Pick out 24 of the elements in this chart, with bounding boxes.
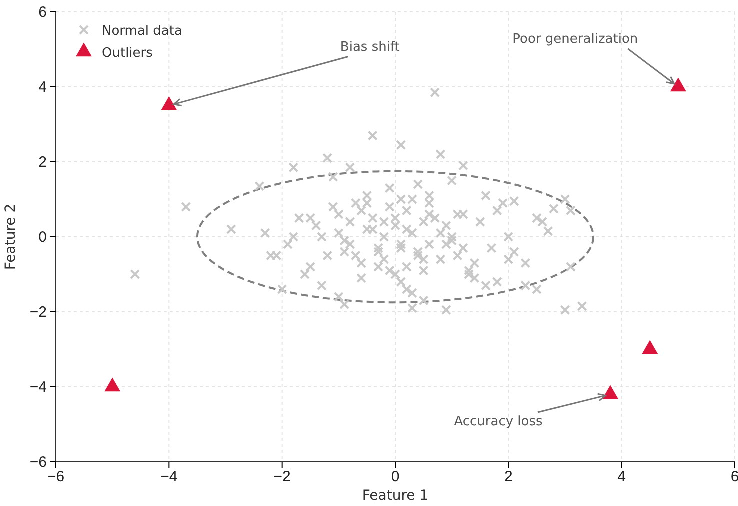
y-tick-label: 6 xyxy=(38,4,47,21)
legend-label: Normal data xyxy=(102,24,182,39)
annotation: Bias shift xyxy=(340,40,400,55)
x-tick-label: 0 xyxy=(391,468,400,486)
point xyxy=(602,385,618,400)
annotation: Poor generalization xyxy=(512,32,638,47)
point xyxy=(670,78,686,92)
y-tick-label: 2 xyxy=(38,154,47,171)
x-axis-title: Feature 1 xyxy=(362,488,429,504)
y-tick-label: −6 xyxy=(30,454,47,471)
y-tick-label: 4 xyxy=(38,78,47,96)
point xyxy=(104,378,121,392)
x-tick-label: −2 xyxy=(274,468,291,486)
y-tick-label: −2 xyxy=(30,304,47,321)
annotation: Accuracy loss xyxy=(454,414,544,430)
y-tick-label: −4 xyxy=(30,378,47,396)
y-tick-label: 0 xyxy=(38,228,47,246)
point xyxy=(642,340,658,354)
x-tick-label: 4 xyxy=(618,468,626,486)
point xyxy=(161,96,178,110)
legend-label: Outliers xyxy=(102,46,154,61)
x-tick-label: 2 xyxy=(504,468,513,486)
y-axis-title: Feature 2 xyxy=(3,204,19,270)
x-tick-label: −4 xyxy=(160,468,178,486)
